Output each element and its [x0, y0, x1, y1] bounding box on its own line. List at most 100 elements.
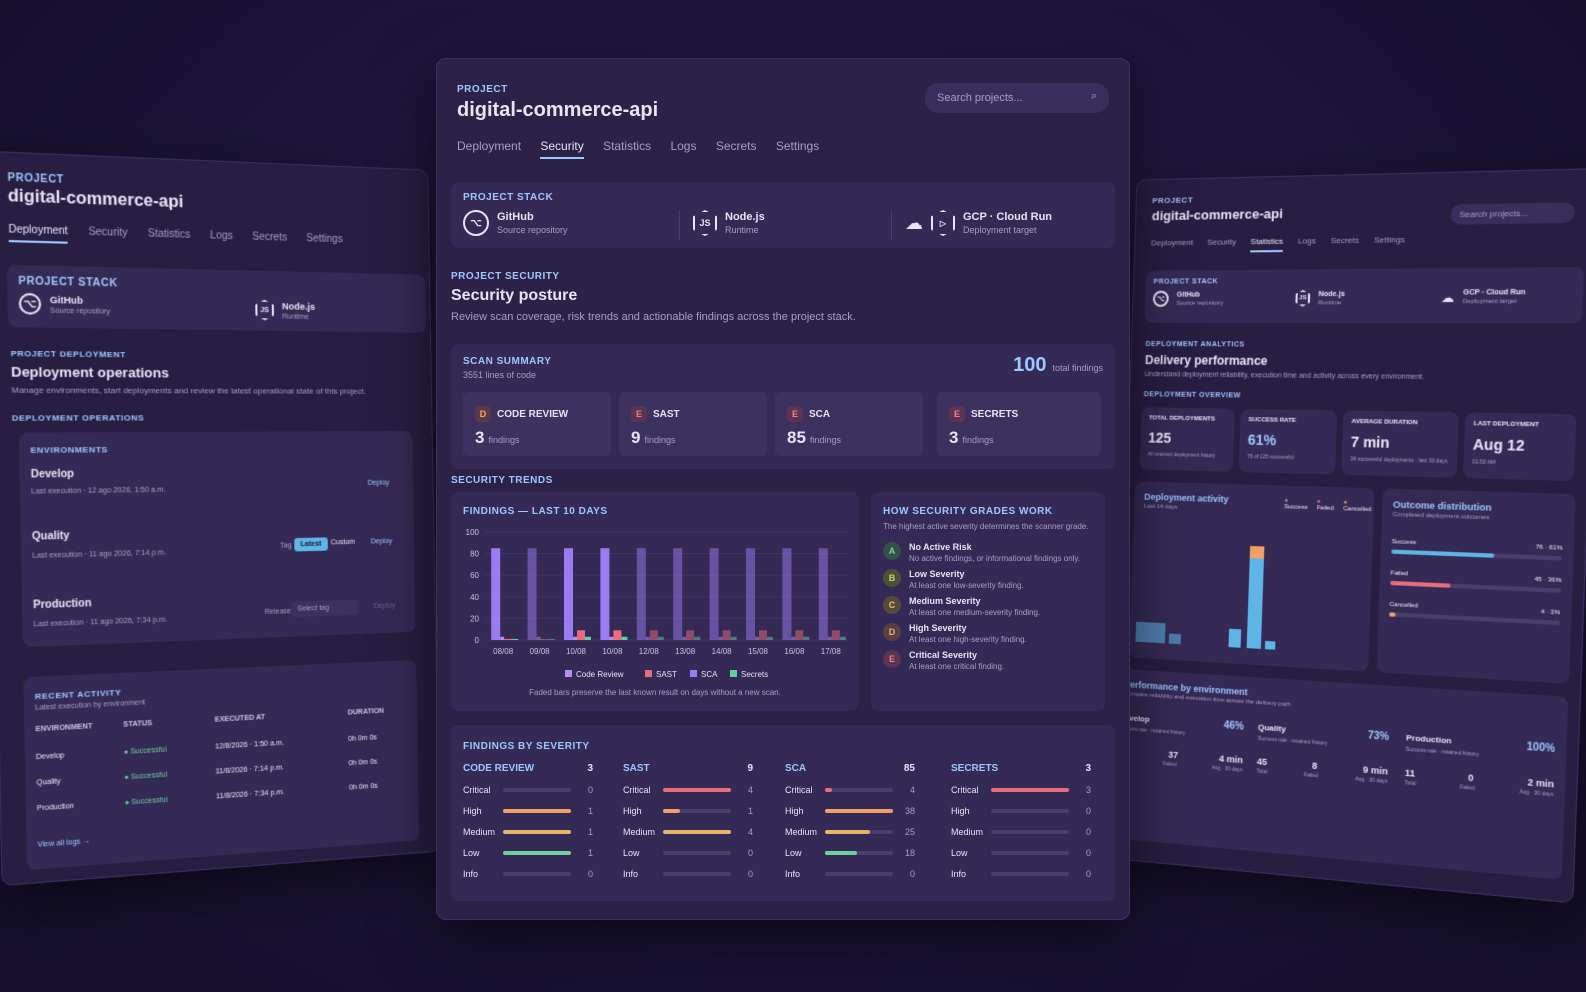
legend-failed: ● Failed: [1316, 499, 1337, 512]
grade-circle: B: [883, 569, 901, 587]
env-failed: 37: [1168, 749, 1178, 760]
tab-statistics[interactable]: Statistics: [148, 228, 191, 241]
env-quality-exec: Last execution · 11 ago 2026, 7:14 p.m.: [32, 549, 166, 560]
severity-level: Info: [623, 869, 663, 879]
deploy-quality-button[interactable]: Deploy: [371, 538, 393, 546]
severity-bar: [663, 788, 731, 792]
severity-row: Low 0: [623, 847, 753, 858]
legend-label: SAST: [656, 670, 677, 679]
tab-statistics[interactable]: Statistics: [603, 139, 651, 153]
deploy-title: Deployment operations: [11, 364, 169, 381]
severity-row: Critical 4: [623, 784, 753, 795]
tab-security[interactable]: Security: [540, 139, 583, 159]
severity-bar-track: [503, 851, 571, 855]
tab-statistics[interactable]: Statistics: [1250, 237, 1283, 253]
stack-sub: Source repository: [497, 225, 568, 235]
security-eyebrow: PROJECT SECURITY: [451, 271, 560, 282]
activity-title: RECENT ACTIVITY: [35, 688, 122, 702]
severity-value: 0: [1081, 827, 1091, 837]
severity-level: High: [623, 806, 663, 816]
tab-deployment[interactable]: Deployment: [8, 224, 68, 244]
grade-desc: At least one critical finding.: [909, 662, 1004, 671]
tab-security[interactable]: Security: [1207, 237, 1236, 247]
severity-value: 0: [743, 848, 753, 858]
grade-badge: E: [949, 406, 965, 422]
x-tick-label: 15/08: [748, 647, 769, 656]
severity-level: High: [463, 806, 503, 816]
tab-secrets[interactable]: Secrets: [1330, 236, 1359, 246]
severity-bar: [503, 809, 571, 813]
grades-card: HOW SECURITY GRADES WORK The highest act…: [871, 492, 1105, 711]
tab-logs[interactable]: Logs: [670, 139, 696, 153]
legend-swatch: [645, 670, 652, 677]
grade-badge: E: [631, 406, 647, 422]
latest-toggle[interactable]: Latest: [294, 537, 327, 551]
scan-box-sast[interactable]: E SAST 9 findings: [619, 392, 767, 456]
severity-column: CODE REVIEW 3 Critical 0 High 1 Medium 1 Low 1 Inf…: [463, 763, 593, 879]
scan-box-code-review[interactable]: D CODE REVIEW 3 findings: [463, 392, 611, 456]
severity-column: SAST 9 Critical 4 High 1 Medium 4 Low 0 Info 0: [623, 763, 753, 879]
stack-name: GCP · Cloud Run: [963, 211, 1052, 223]
severity-level: Medium: [463, 827, 503, 837]
project-eyebrow: PROJECT: [1152, 195, 1193, 205]
github-icon: ⌥: [19, 293, 42, 315]
search-input[interactable]: Search projects... ⌕: [925, 83, 1109, 113]
cell-env: Production: [37, 799, 125, 812]
severity-bar: [503, 830, 571, 834]
tab-settings[interactable]: Settings: [776, 139, 819, 153]
analytics-eyebrow: DEPLOYMENT ANALYTICS: [1145, 341, 1244, 349]
scanner-total: 3: [587, 763, 593, 774]
select-tag-dropdown[interactable]: Select tag: [291, 600, 358, 618]
tab-deployment[interactable]: Deployment: [457, 139, 521, 153]
deploy-develop-button[interactable]: Deploy: [368, 480, 390, 487]
tab-logs[interactable]: Logs: [1298, 236, 1316, 246]
tab-settings[interactable]: Settings: [1374, 235, 1405, 245]
x-tick-label: 16/08: [784, 647, 805, 656]
bar-code-review: [573, 637, 577, 640]
bar-secrets: [731, 637, 737, 640]
bar-code-review: [682, 637, 686, 640]
project-title: digital-commerce-api: [1152, 206, 1284, 224]
stack-name: GitHub: [50, 294, 110, 306]
scan-box-sca[interactable]: E SCA 85 findings: [775, 392, 923, 456]
deployment-panel: PROJECT digital-commerce-api Deployment …: [0, 151, 440, 886]
scanner-total: 3: [1085, 763, 1091, 774]
bar-sast: [686, 630, 694, 640]
env-pct: 100%: [1526, 741, 1555, 755]
tab-secrets[interactable]: Secrets: [252, 231, 287, 243]
severity-level: Low: [951, 848, 991, 858]
stack-name: Node.js: [1318, 290, 1345, 297]
tab-logs[interactable]: Logs: [210, 230, 233, 242]
custom-toggle[interactable]: Custom: [331, 539, 355, 547]
stack-label: PROJECT STACK: [1153, 278, 1218, 285]
scan-lines: 3551 lines of code: [463, 370, 536, 380]
env-avg: 9 min: [1363, 764, 1388, 776]
legend-label: Cancelled: [1343, 506, 1371, 513]
col-executed: EXECUTED AT: [215, 710, 348, 724]
stack-label: PROJECT STACK: [18, 276, 118, 290]
view-all-logs-link[interactable]: View all logs →: [38, 838, 91, 849]
severity-row: Medium 0: [951, 826, 1091, 837]
bar-sast: [504, 639, 512, 640]
stack-name: GitHub: [497, 211, 568, 223]
y-tick-label: 100: [466, 528, 480, 537]
tab-deployment[interactable]: Deployment: [1151, 238, 1193, 248]
search-input[interactable]: Search projects...: [1450, 202, 1575, 224]
stack-item-nodejs: JS Node.js Runtime: [1295, 290, 1345, 307]
activity-title: Deployment activity: [1144, 492, 1229, 505]
severity-bar-track: [663, 851, 731, 855]
outcome-title: Outcome distribution: [1393, 499, 1492, 513]
tab-settings[interactable]: Settings: [306, 233, 343, 245]
tab-security[interactable]: Security: [88, 226, 127, 239]
tab-secrets[interactable]: Secrets: [716, 139, 757, 153]
severity-level: Critical: [951, 785, 991, 795]
scan-box-secrets[interactable]: E SECRETS 3 findings: [937, 392, 1101, 456]
outcome-sub: Completed deployment outcomes: [1393, 512, 1490, 522]
severity-bar: [825, 809, 893, 813]
col-environment: ENVIRONMENT: [35, 721, 123, 733]
cell-status: ● Successful: [125, 793, 217, 806]
stack-name: Node.js: [282, 301, 315, 312]
finding-count: 3: [475, 428, 484, 447]
severity-bar-track: [825, 788, 893, 792]
deploy-production-button[interactable]: Deploy: [374, 602, 396, 610]
